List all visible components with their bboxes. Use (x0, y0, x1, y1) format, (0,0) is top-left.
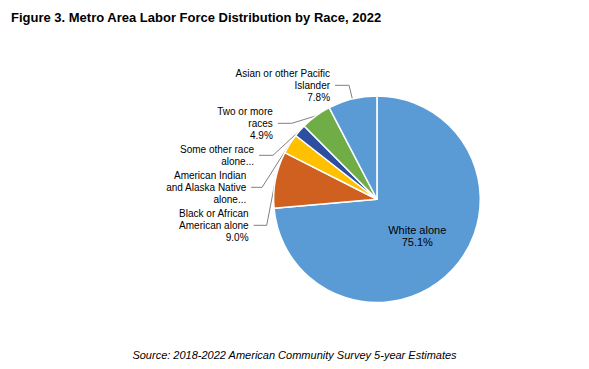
svg-text:alone...: alone... (221, 156, 254, 167)
svg-text:Islander: Islander (294, 80, 330, 91)
svg-text:races: races (248, 118, 272, 129)
svg-text:and Alaska Native: and Alaska Native (166, 182, 246, 193)
svg-text:American Indian: American Indian (174, 170, 246, 181)
svg-text:Source: 2018-2022 American Com: Source: 2018-2022 American Community Sur… (132, 349, 457, 361)
svg-text:American alone: American alone (179, 220, 249, 231)
svg-text:4.9%: 4.9% (250, 130, 273, 141)
svg-text:alone...: alone... (213, 194, 246, 205)
svg-text:Asian or other Pacific: Asian or other Pacific (236, 68, 331, 79)
svg-text:7.8%: 7.8% (307, 92, 330, 103)
svg-text:9.0%: 9.0% (226, 232, 249, 243)
svg-text:75.1%: 75.1% (402, 236, 433, 248)
svg-text:Figure 3. Metro Area Labor For: Figure 3. Metro Area Labor Force Distrib… (11, 10, 381, 25)
svg-text:Two or more: Two or more (217, 106, 273, 117)
svg-text:Some other race: Some other race (180, 144, 254, 155)
svg-text:White alone: White alone (388, 224, 446, 236)
svg-text:Black or African: Black or African (179, 208, 248, 219)
